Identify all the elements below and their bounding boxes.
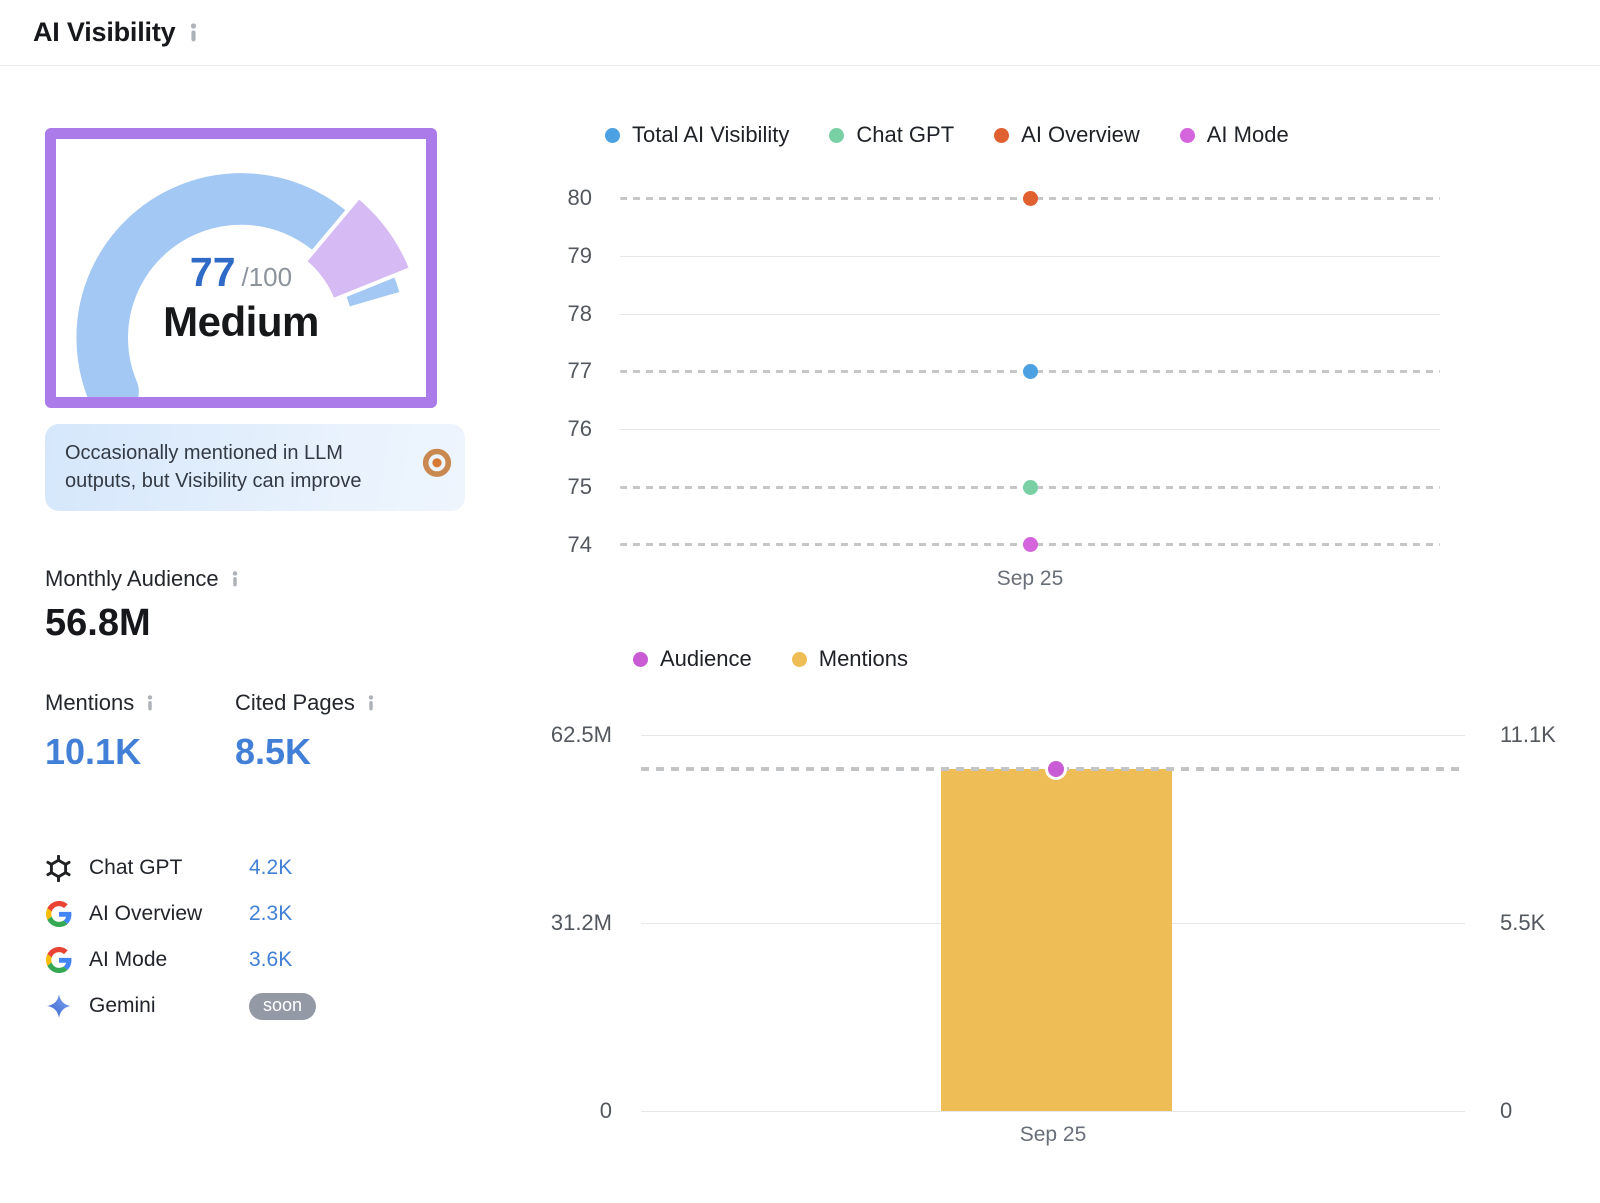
y-axis-tick: 80	[567, 185, 592, 210]
gauge-note: Occasionally mentioned in LLM outputs, b…	[45, 424, 465, 511]
monthly-audience-value: 56.8M	[45, 602, 151, 644]
legend-item-mentions[interactable]: Mentions	[791, 646, 909, 672]
y-axis-tick: 78	[567, 300, 592, 326]
info-icon[interactable]	[365, 695, 377, 711]
legend-dot	[791, 651, 807, 667]
gauge-note-text: Occasionally mentioned in LLM outputs, b…	[65, 442, 362, 493]
platform-name: AI Mode	[89, 948, 168, 971]
gauge-score-block: 77/100 Medium	[56, 249, 426, 346]
legend-label: Audience	[660, 646, 752, 671]
platform-breakdown-list: Chat GPT 4.2K AI Overview 2.3K	[45, 845, 355, 1029]
legend-dot	[633, 651, 648, 667]
mentions-stat: Mentions 10.1K	[45, 690, 156, 773]
soon-badge: soon	[249, 992, 317, 1020]
openai-icon	[45, 854, 72, 882]
platform-name: Gemini	[89, 994, 156, 1017]
legend-dot	[829, 127, 845, 143]
visibility-gauge: 77/100 Medium	[45, 128, 437, 408]
google-icon	[45, 901, 72, 927]
legend-label: Chat GPT	[856, 122, 955, 147]
right-axis-tick: 11.1K	[1500, 722, 1556, 747]
left-axis-tick: 31.2M	[550, 910, 612, 935]
list-item-ai-overview: AI Overview 2.3K	[45, 891, 355, 937]
target-icon	[421, 447, 453, 487]
y-axis-tick: 75	[567, 474, 592, 499]
monthly-audience-label-row: Monthly Audience	[45, 566, 241, 592]
platform-value: 2.3K	[249, 902, 293, 925]
platform-value: 3.6K	[249, 948, 293, 971]
monthly-audience-label: Monthly Audience	[45, 566, 219, 591]
legend-dot	[1179, 127, 1195, 143]
gauge-arc-graphic	[76, 173, 414, 397]
legend-item-ai-mode[interactable]: AI Mode	[1179, 122, 1289, 148]
mentions-value: 10.1K	[45, 731, 142, 772]
right-axis-tick: 0	[1500, 1098, 1513, 1123]
data-point-audience[interactable]	[1045, 758, 1067, 780]
platform-name: Chat GPT	[89, 856, 183, 879]
legend-label: Mentions	[818, 646, 909, 671]
legend-label: Total AI Visibility	[632, 122, 790, 147]
data-point-total-ai-visibility[interactable]	[1022, 363, 1038, 379]
legend-item-audience[interactable]: Audience	[633, 646, 752, 672]
page-title: AI Visibility	[33, 17, 176, 47]
legend-dot	[605, 127, 620, 143]
gauge-pointer-wedge	[302, 194, 414, 303]
visibility-chart-legend: Total AI Visibility Chat GPT AI Overview AI…	[605, 122, 1289, 148]
x-axis-tick: Sep 25	[1019, 1123, 1087, 1146]
audience-mentions-chart: 62.5M 11.1K 31.2M 5.5K 0 0 Sep 25	[540, 645, 1600, 1185]
audience-mentions-legend: Audience Mentions	[633, 646, 908, 672]
y-axis-tick: 76	[567, 416, 592, 442]
platform-name: AI Overview	[89, 902, 203, 925]
cited-pages-stat: Cited Pages 8.5K	[235, 690, 377, 773]
y-axis-tick: 74	[567, 531, 592, 557]
gridline	[620, 255, 1440, 257]
widget-header: AI Visibility	[0, 0, 1600, 66]
right-axis-tick: 5.5K	[1500, 910, 1546, 935]
data-point-ai-overview[interactable]	[1022, 190, 1038, 206]
gridline	[641, 1111, 1465, 1112]
y-axis-tick: 79	[567, 242, 592, 268]
gauge-score-max: /100	[241, 262, 293, 292]
platform-value: 4.2K	[249, 856, 293, 879]
legend-item-total-ai-visibility[interactable]: Total AI Visibility	[605, 122, 789, 148]
info-icon[interactable]	[229, 571, 241, 587]
list-item-ai-mode: AI Mode 3.6K	[45, 937, 355, 983]
gridline	[620, 429, 1440, 431]
info-icon[interactable]	[144, 695, 156, 711]
data-point-chat-gpt[interactable]	[1022, 479, 1038, 495]
legend-label: AI Overview	[1021, 122, 1140, 147]
legend-dot	[994, 127, 1010, 143]
cited-pages-label: Cited Pages	[235, 690, 355, 715]
gridline	[641, 735, 1465, 736]
gridline	[620, 313, 1440, 315]
y-axis-tick: 77	[567, 358, 592, 384]
list-item-gemini: Gemini soon	[45, 983, 355, 1029]
mentions-bar[interactable]	[941, 769, 1172, 1111]
legend-item-ai-overview[interactable]: AI Overview	[994, 122, 1140, 148]
left-axis-tick: 62.5M	[550, 722, 612, 747]
visibility-chart: 80 79 78 77 76 75 74 Sep 25	[540, 185, 1470, 615]
cited-pages-value: 8.5K	[235, 731, 312, 772]
google-icon	[45, 947, 72, 973]
mentions-label: Mentions	[45, 690, 135, 715]
gemini-icon	[45, 993, 72, 1019]
left-axis-tick: 0	[599, 1098, 612, 1123]
legend-label: AI Mode	[1206, 122, 1289, 147]
legend-item-chat-gpt[interactable]: Chat GPT	[829, 122, 954, 148]
x-axis-tick: Sep 25	[996, 567, 1064, 590]
data-point-ai-mode[interactable]	[1022, 537, 1038, 553]
gauge-level: Medium	[163, 298, 319, 345]
gauge-score: 77	[189, 249, 236, 295]
list-item-chatgpt: Chat GPT 4.2K	[45, 845, 355, 891]
info-icon[interactable]	[186, 23, 201, 42]
